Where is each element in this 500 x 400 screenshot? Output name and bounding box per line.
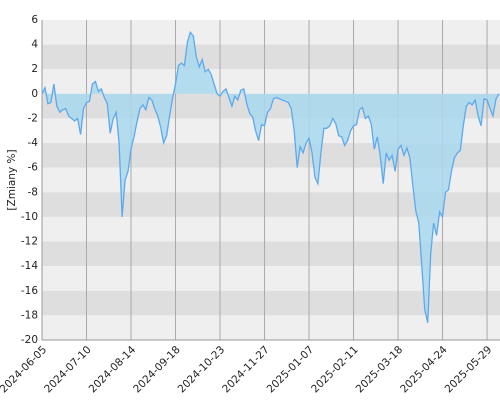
y-tick-label: -20 <box>21 334 38 346</box>
band <box>42 69 500 94</box>
area <box>42 32 499 323</box>
band <box>42 44 500 70</box>
band <box>42 315 500 340</box>
y-tick-label: -16 <box>21 285 38 297</box>
y-tick-label: -10 <box>21 211 38 223</box>
y-tick-label: -6 <box>28 162 39 174</box>
y-tick-label: -12 <box>21 236 38 248</box>
line <box>41 30 500 323</box>
y-tick-label: 0 <box>31 88 38 100</box>
y-axis-label: [Zmiany %] <box>6 149 18 210</box>
band <box>42 290 500 316</box>
y-tick-label: -8 <box>28 186 38 198</box>
band <box>42 266 500 291</box>
y-tick-label: -18 <box>21 309 38 321</box>
y-tick-label: -4 <box>28 137 39 149</box>
x-tick-label: 2025-05-29 <box>443 344 495 396</box>
y-tick-label: -14 <box>21 260 38 272</box>
band <box>42 20 500 45</box>
y-tick-label: -2 <box>28 112 38 124</box>
y-tick-label: 4 <box>31 39 38 51</box>
y-tick-label: 6 <box>31 14 38 26</box>
y-tick-label: 2 <box>31 63 38 75</box>
